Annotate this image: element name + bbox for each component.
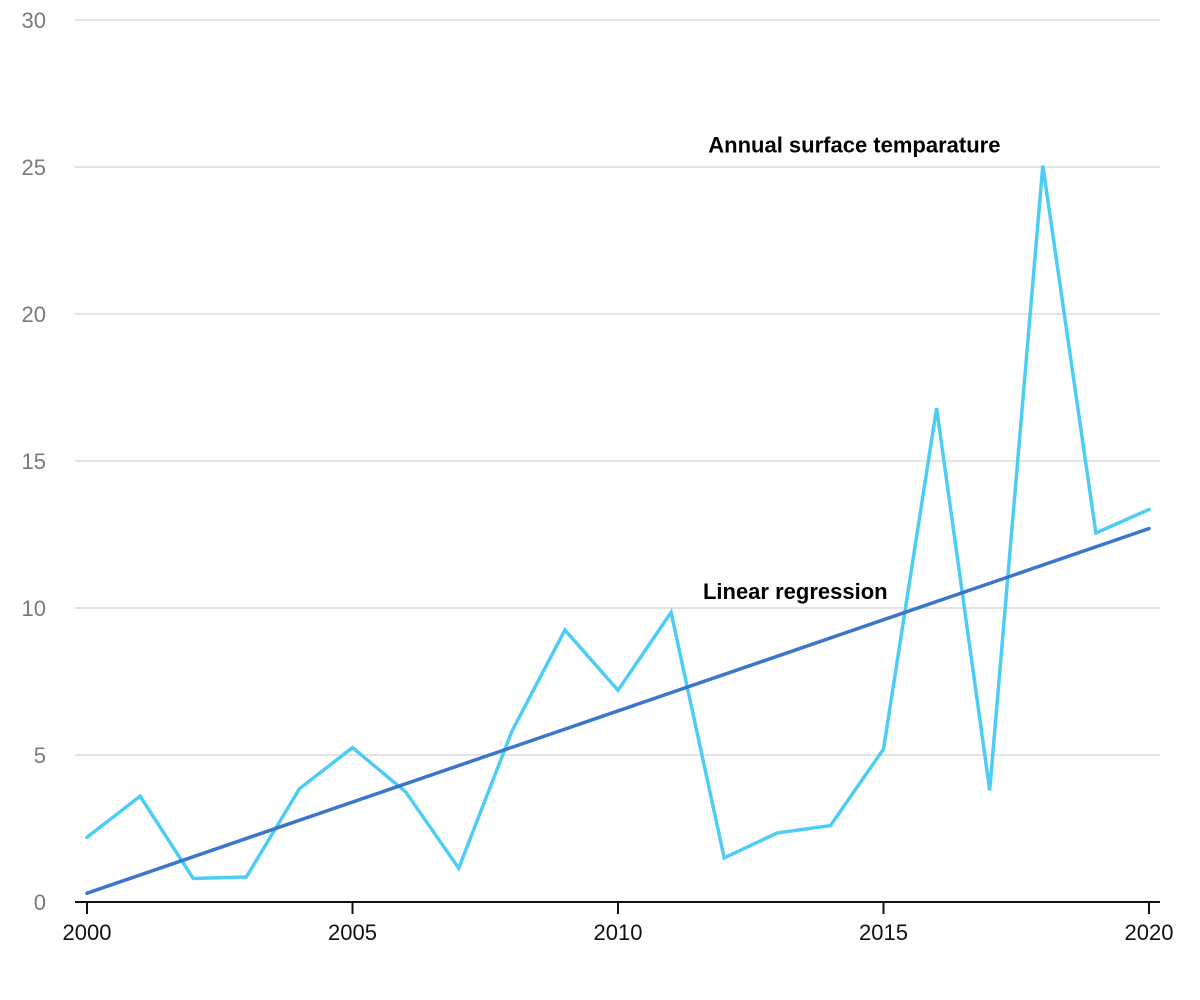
x-tick-label: 2000	[63, 920, 112, 945]
x-tick-label: 2015	[859, 920, 908, 945]
y-axis-ticks: 0 5 10 15 20 25 30	[22, 8, 46, 915]
y-tick-label: 0	[34, 890, 46, 915]
y-tick-label: 30	[22, 8, 46, 33]
annotation-label: Linear regression	[703, 579, 888, 604]
y-tick-label: 10	[22, 596, 46, 621]
annotation-label: Annual surface temparature	[708, 132, 1000, 157]
x-tick-label: 2010	[594, 920, 643, 945]
x-tick-label: 2020	[1125, 920, 1174, 945]
x-tick-label: 2005	[328, 920, 377, 945]
gridlines	[75, 19, 1160, 756]
x-axis: 2000 2005 2010 2015 2020	[63, 901, 1174, 945]
y-tick-label: 15	[22, 449, 46, 474]
y-tick-label: 20	[22, 302, 46, 327]
y-tick-label: 25	[22, 155, 46, 180]
annotations: Annual surface temparature Linear regress…	[703, 132, 1001, 604]
series-line-annual-surface-temperature	[85, 165, 1151, 881]
series-line-linear-regression	[85, 526, 1151, 895]
y-tick-label: 5	[34, 743, 46, 768]
series-lines	[85, 165, 1151, 895]
